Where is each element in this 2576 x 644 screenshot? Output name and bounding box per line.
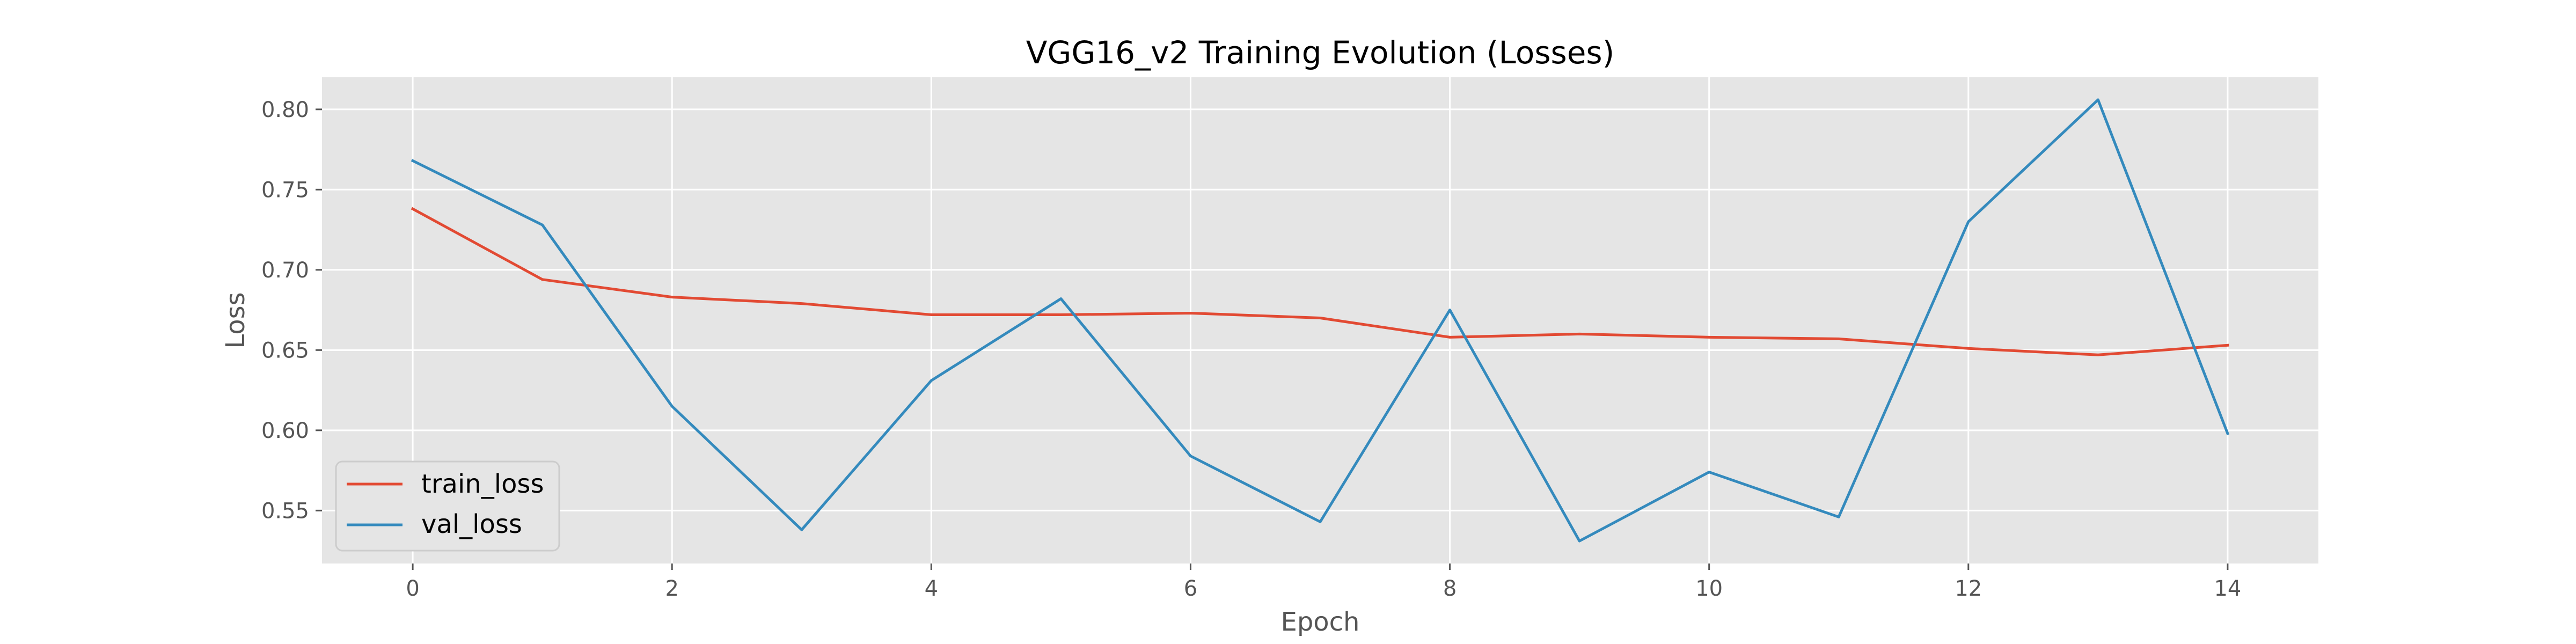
y-axis-label: Loss [221,292,251,348]
x-tick-label: 0 [406,576,419,601]
x-tick-label: 8 [1443,576,1457,601]
series-line-val-loss [411,98,2230,543]
series-line-train-loss [411,207,2229,356]
legend-label-train-loss: train_loss [421,469,544,499]
legend-label-val-loss: val_loss [421,509,522,539]
x-axis-label: Epoch [1281,607,1360,637]
x-tick-label: 10 [1695,576,1723,601]
series-layer [411,98,2230,543]
x-tick-label: 4 [925,576,938,601]
x-tick-label: 6 [1184,576,1197,601]
x-tick-label: 12 [1955,576,1982,601]
plot-area [322,77,2318,564]
y-tick-label: 0.70 [261,258,309,283]
x-tick-label: 14 [2214,576,2241,601]
chart-title: VGG16_v2 Training Evolution (Losses) [1026,34,1615,71]
y-tick-label: 0.55 [261,499,309,523]
y-tick-label: 0.75 [261,178,309,202]
y-tick-label: 0.80 [261,98,309,122]
y-tick-label: 0.60 [261,419,309,443]
y-tick-label: 0.65 [261,338,309,363]
y-axis-ticks: 0.55 0.60 0.65 0.70 0.75 0.80 [261,98,322,523]
legend: train_loss val_loss [335,460,560,552]
x-tick-label: 2 [665,576,678,601]
x-axis-ticks: 0 2 4 6 8 10 12 14 [406,564,2241,601]
